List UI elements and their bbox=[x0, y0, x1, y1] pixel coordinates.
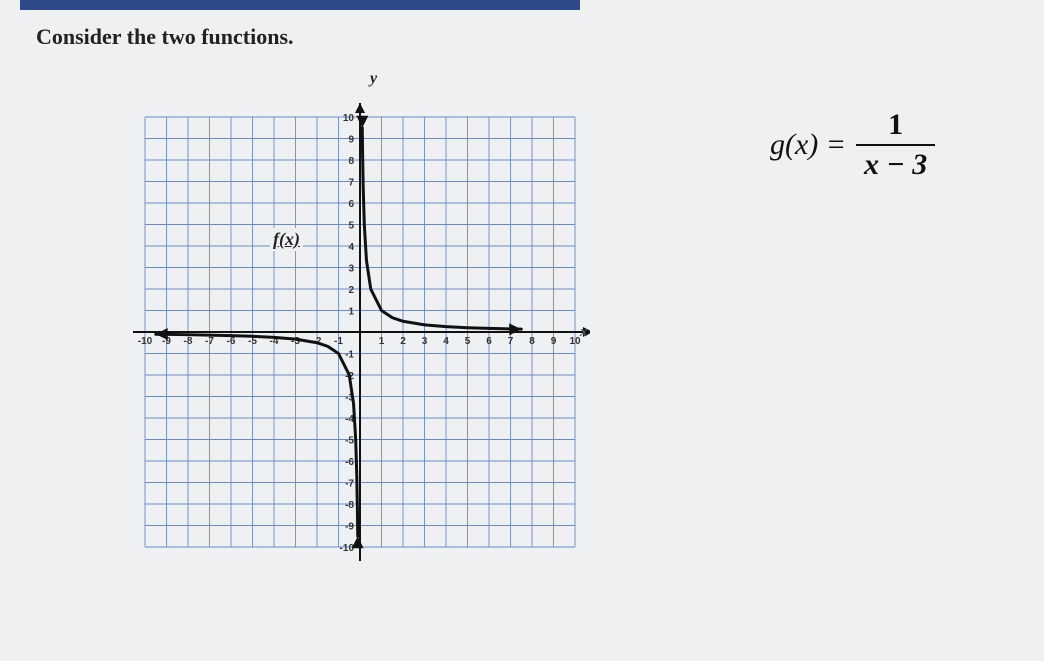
svg-text:-6: -6 bbox=[345, 457, 354, 468]
svg-text:7: 7 bbox=[348, 178, 354, 189]
function-label: f(x) bbox=[270, 228, 303, 251]
svg-text:3: 3 bbox=[348, 264, 354, 275]
graph-container: y x f(x) -10-9-8-7-6-5-4-3-2-11234567891… bbox=[110, 70, 590, 590]
svg-text:2: 2 bbox=[348, 285, 354, 296]
svg-text:8: 8 bbox=[348, 156, 354, 167]
formula-lhs: g(x) = bbox=[770, 128, 846, 162]
svg-text:-5: -5 bbox=[345, 436, 354, 447]
formula-g: g(x) = 1 x − 3 bbox=[770, 108, 935, 182]
prompt-text: Consider the two functions. bbox=[0, 10, 1044, 70]
formula-fraction: 1 x − 3 bbox=[856, 108, 935, 182]
svg-text:4: 4 bbox=[443, 336, 449, 347]
header-accent-bar bbox=[20, 0, 580, 10]
svg-text:-10: -10 bbox=[340, 543, 355, 554]
svg-text:-1: -1 bbox=[345, 350, 354, 361]
svg-text:-1: -1 bbox=[334, 336, 343, 347]
formula-denominator: x − 3 bbox=[856, 144, 935, 182]
svg-text:5: 5 bbox=[465, 336, 471, 347]
svg-text:-7: -7 bbox=[205, 336, 214, 347]
svg-text:-9: -9 bbox=[345, 522, 354, 533]
svg-text:9: 9 bbox=[551, 336, 557, 347]
y-axis-label: y bbox=[370, 70, 377, 88]
svg-text:-6: -6 bbox=[227, 336, 236, 347]
svg-text:6: 6 bbox=[486, 336, 492, 347]
svg-text:8: 8 bbox=[529, 336, 535, 347]
svg-text:5: 5 bbox=[348, 221, 354, 232]
svg-text:1: 1 bbox=[379, 336, 385, 347]
svg-text:9: 9 bbox=[348, 135, 354, 146]
formula-numerator: 1 bbox=[882, 108, 909, 144]
svg-text:7: 7 bbox=[508, 336, 514, 347]
svg-text:-8: -8 bbox=[345, 500, 354, 511]
svg-text:4: 4 bbox=[348, 242, 354, 253]
page-root: Consider the two functions. y x f(x) -10… bbox=[0, 0, 1044, 661]
x-axis-label: x bbox=[580, 324, 588, 341]
svg-text:-7: -7 bbox=[345, 479, 354, 490]
svg-text:-8: -8 bbox=[184, 336, 193, 347]
graph-svg: -10-9-8-7-6-5-4-3-2-112345678910-10-9-8-… bbox=[110, 70, 590, 590]
svg-text:2: 2 bbox=[400, 336, 406, 347]
svg-text:3: 3 bbox=[422, 336, 428, 347]
svg-text:10: 10 bbox=[343, 113, 355, 124]
svg-text:6: 6 bbox=[348, 199, 354, 210]
svg-text:1: 1 bbox=[348, 307, 354, 318]
content-row: y x f(x) -10-9-8-7-6-5-4-3-2-11234567891… bbox=[0, 70, 1044, 590]
svg-text:-10: -10 bbox=[138, 336, 153, 347]
